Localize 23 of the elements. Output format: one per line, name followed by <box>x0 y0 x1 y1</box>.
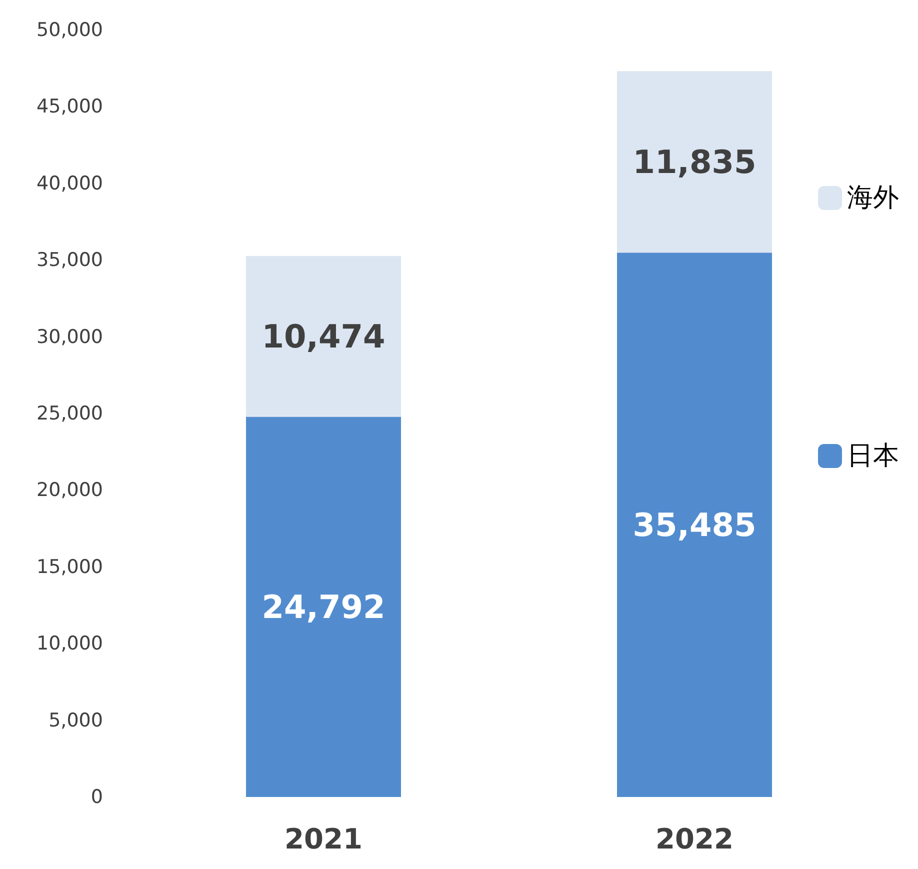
legend-label: 海外 <box>847 183 899 213</box>
y-tick-label: 30,000 <box>36 326 103 348</box>
y-tick-label: 10,000 <box>36 632 103 655</box>
y-tick-label: 45,000 <box>36 96 103 118</box>
bar <box>246 416 401 797</box>
data-label: 35,485 <box>632 506 756 544</box>
y-tick-label: 0 <box>90 786 103 808</box>
legend-label: 日本 <box>847 441 899 471</box>
y-tick-label: 15,000 <box>36 556 103 578</box>
y-tick-label: 20,000 <box>36 479 103 502</box>
y-tick-label: 50,000 <box>36 19 103 41</box>
data-label: 24,792 <box>262 588 386 626</box>
bar <box>617 252 772 797</box>
data-label: 11,835 <box>632 142 756 181</box>
y-tick-label: 25,000 <box>36 402 103 424</box>
bar <box>617 71 772 253</box>
x-tick-label: 2021 <box>284 822 362 856</box>
y-tick-label: 5,000 <box>48 709 103 732</box>
y-tick-label: 35,000 <box>36 249 103 272</box>
y-tick-label: 40,000 <box>36 172 103 194</box>
x-tick-label: 2022 <box>656 822 734 856</box>
bar <box>246 256 401 417</box>
data-label: 10,474 <box>262 317 386 356</box>
